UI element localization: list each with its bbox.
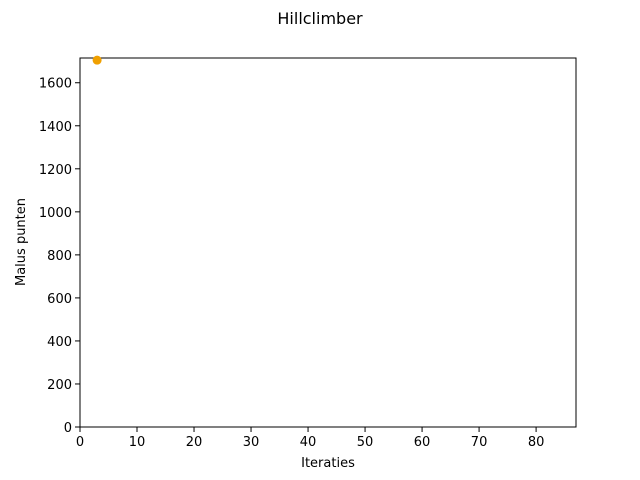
y-axis-label: Malus punten <box>14 198 29 286</box>
y-tick-label: 1400 <box>39 120 72 135</box>
y-axis: 0 200 400 600 800 1000 1200 1400 1600 <box>39 77 80 436</box>
x-axis-label: Iteraties <box>301 456 355 471</box>
data-point <box>92 55 102 65</box>
x-tick-label: 30 <box>243 435 260 450</box>
x-axis: 0 10 20 30 40 50 60 70 80 <box>76 427 545 450</box>
y-tick-label: 600 <box>47 292 72 307</box>
plot-area <box>79 57 577 428</box>
x-tick-label: 50 <box>357 435 374 450</box>
y-tick-label: 800 <box>47 249 72 264</box>
chart-title: Hillclimber <box>277 9 363 28</box>
y-tick-label: 400 <box>47 335 72 350</box>
x-tick-label: 80 <box>528 435 545 450</box>
x-tick-label: 40 <box>300 435 317 450</box>
data-points <box>92 55 102 65</box>
y-tick-label: 1000 <box>39 206 72 221</box>
x-tick-label: 70 <box>471 435 488 450</box>
y-tick-label: 200 <box>47 378 72 393</box>
y-tick-label: 0 <box>64 421 72 436</box>
x-tick-label: 0 <box>76 435 84 450</box>
x-tick-label: 20 <box>186 435 203 450</box>
y-tick-label: 1200 <box>39 163 72 178</box>
x-tick-label: 60 <box>414 435 431 450</box>
x-tick-label: 10 <box>129 435 146 450</box>
y-tick-label: 1600 <box>39 77 72 92</box>
